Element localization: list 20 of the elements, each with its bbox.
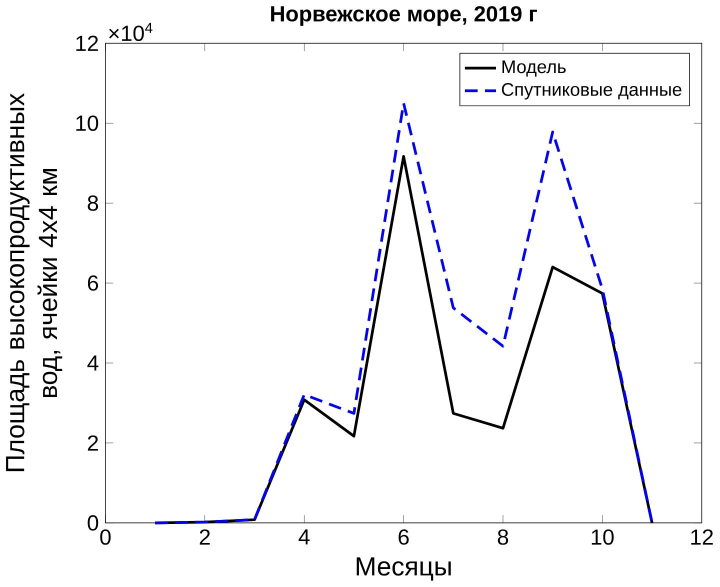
x-tick-label: 2 <box>200 530 210 545</box>
y-tick-label: 0 <box>88 515 98 531</box>
y-axis-title: Площадь высокопродуктивных вод, ячейки 4x4 км <box>6 93 62 472</box>
text: ×10$^{4}$ <box>109 23 152 42</box>
x-tick-label: 0 <box>100 530 111 545</box>
y-tick-label: 8 <box>88 196 98 212</box>
x-tick-label: 8 <box>498 530 508 545</box>
x-tick-label: 4 <box>298 530 310 545</box>
y-tick-label: 6 <box>88 275 98 291</box>
x-tick-label: 12 <box>691 530 713 545</box>
chart-title: Норвежское море, 2019 г <box>271 6 537 26</box>
x-axis-title: Месяцы <box>356 557 451 581</box>
x-tick-label: 10 <box>592 530 614 545</box>
y-tick-label: 12 <box>76 36 98 52</box>
y-tick-label: 4 <box>87 356 98 371</box>
y-tick-label: 2 <box>88 435 98 451</box>
y-tick-label: 10 <box>76 116 98 132</box>
legend-label: Спутниковые данные <box>502 83 682 100</box>
legend-label: Модель <box>502 60 566 77</box>
x-tick-label: 6 <box>398 530 409 545</box>
